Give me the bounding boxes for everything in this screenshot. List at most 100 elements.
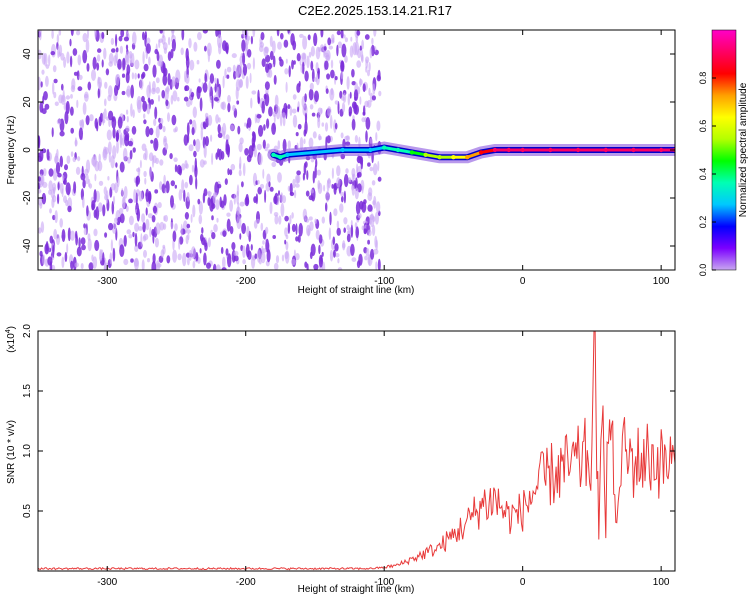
noise-speckle [376, 120, 381, 132]
noise-speckle [279, 114, 283, 127]
noise-speckle [302, 35, 308, 50]
noise-speckle [367, 192, 373, 202]
noise-speckle [191, 127, 195, 136]
noise-speckle [180, 223, 183, 237]
noise-speckle [326, 135, 331, 144]
noise-speckle [115, 162, 118, 168]
noise-speckle [126, 229, 132, 235]
y-tick-label: 2.0 [22, 324, 33, 338]
noise-speckle [355, 226, 360, 239]
spectrogram-x-axis: -300 -200 -100 0 100 [97, 30, 670, 287]
noise-speckle [285, 81, 288, 93]
noise-speckle [211, 203, 216, 210]
noise-speckle [141, 213, 146, 223]
signal-point [451, 155, 456, 160]
x-tick-label: -200 [236, 577, 256, 588]
spectrogram-y-axis: -40 -20 0 20 40 [22, 48, 675, 253]
noise-speckle [101, 59, 104, 68]
noise-speckle [111, 48, 116, 53]
signal-point [478, 150, 484, 155]
noise-speckle [324, 54, 330, 61]
noise-speckle [370, 248, 375, 260]
noise-speckle [119, 134, 123, 148]
noise-speckle [61, 256, 65, 269]
noise-speckle [134, 59, 140, 70]
noise-speckle [157, 94, 161, 102]
noise-speckle [245, 243, 250, 258]
noise-speckle [167, 36, 171, 46]
noise-speckle [203, 252, 207, 266]
noise-speckle [252, 57, 255, 70]
noise-speckle [287, 140, 291, 150]
noise-speckle [55, 234, 61, 246]
noise-speckle [377, 69, 381, 80]
noise-speckle [337, 267, 343, 270]
noise-speckle [134, 222, 140, 232]
noise-speckle [181, 30, 185, 41]
noise-speckle [269, 50, 274, 61]
noise-speckle [271, 122, 276, 135]
noise-speckle [92, 56, 97, 70]
noise-speckle [177, 253, 182, 261]
noise-speckle [367, 204, 373, 212]
noise-speckle [108, 85, 113, 98]
noise-speckle [61, 83, 64, 91]
noise-speckle [48, 54, 51, 67]
noise-speckle [134, 72, 137, 80]
noise-speckle [150, 139, 154, 144]
noise-speckle [201, 227, 204, 234]
noise-speckle [82, 32, 88, 43]
noise-speckle [346, 224, 350, 231]
noise-speckle [278, 215, 282, 225]
colorbar-gradient [711, 29, 737, 271]
noise-speckle [226, 66, 232, 73]
noise-speckle [183, 189, 186, 202]
noise-speckle [336, 177, 341, 188]
noise-speckle [241, 181, 244, 188]
noise-speckle [337, 41, 343, 49]
noise-speckle [197, 198, 201, 205]
noise-speckle [294, 189, 297, 199]
noise-speckle [117, 216, 122, 223]
noise-speckle [308, 216, 313, 221]
signal-point [271, 152, 276, 157]
noise-speckle [174, 223, 178, 232]
noise-speckle [361, 201, 367, 213]
noise-speckle [189, 59, 195, 71]
noise-speckle [289, 214, 292, 225]
noise-speckle [176, 164, 182, 175]
y-tick-label: 0 [22, 147, 33, 153]
noise-speckle [44, 243, 49, 255]
noise-speckle [38, 135, 41, 149]
noise-speckle [290, 258, 296, 266]
noise-speckle [134, 244, 139, 252]
noise-speckle [215, 199, 220, 211]
colorbar-label: Normalized spectral amplitude [738, 82, 749, 217]
noise-speckle [292, 94, 297, 100]
noise-speckle [375, 261, 378, 270]
noise-speckle [318, 244, 321, 255]
noise-speckle [38, 189, 42, 194]
noise-speckle [156, 263, 162, 268]
noise-speckle [317, 68, 320, 80]
noise-speckle [233, 255, 239, 262]
noise-speckle [216, 148, 220, 158]
noise-speckle [110, 183, 116, 191]
noise-speckle [151, 154, 155, 168]
noise-speckle [72, 156, 77, 163]
svg-text:(x104): (x104) [5, 326, 17, 353]
noise-speckle [93, 209, 97, 219]
noise-speckle [369, 47, 373, 59]
noise-speckle [257, 179, 260, 185]
noise-speckle [266, 249, 271, 263]
noise-speckle [271, 161, 277, 168]
noise-speckle [85, 39, 90, 53]
noise-speckle [211, 152, 214, 166]
noise-speckle [87, 81, 92, 91]
noise-speckle [97, 88, 101, 99]
noise-speckle [311, 112, 316, 117]
noise-speckle [336, 165, 341, 177]
noise-speckle [367, 162, 371, 167]
noise-speckle [323, 184, 326, 192]
noise-speckle [130, 103, 133, 117]
